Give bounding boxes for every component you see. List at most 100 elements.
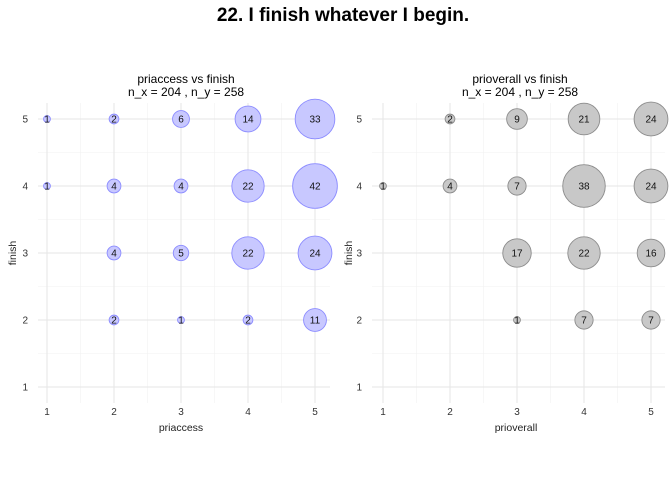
x-tick-label: 4: [581, 407, 587, 418]
bubble-label: 2: [447, 115, 453, 126]
y-tick-label: 4: [22, 182, 28, 193]
bubble-label: 24: [645, 182, 657, 193]
x-tick-label: 1: [380, 407, 386, 418]
x-tick-label: 3: [178, 407, 184, 418]
bubble: [43, 182, 51, 190]
bubble-label: 42: [309, 182, 321, 193]
panel-title: priaccess vs finish: [137, 72, 234, 86]
bubble: [636, 238, 666, 268]
bubble: [506, 108, 528, 130]
bubble: [641, 310, 661, 330]
bubble: [108, 314, 120, 326]
bubble-label: 1: [44, 115, 50, 126]
x-tick-label: 2: [447, 407, 453, 418]
y-axis-label: finish: [343, 241, 355, 266]
bubble: [502, 238, 532, 268]
x-axis-label: priaccess: [159, 422, 203, 434]
x-tick-label: 5: [648, 407, 654, 418]
bubble-label: 2: [111, 316, 117, 327]
bubble: [297, 235, 333, 271]
bubble-label: 33: [309, 115, 321, 126]
y-tick-label: 3: [22, 249, 28, 260]
bubbles: 1 2 6 14 331 4 4 22 424 5 22 242 1 2 11: [43, 98, 338, 332]
bubble-label: 21: [578, 115, 590, 126]
y-tick-label: 1: [22, 383, 28, 394]
y-tick-label: 2: [356, 316, 362, 327]
panel-subtitle: n_x = 204 , n_y = 258: [462, 85, 578, 99]
bubble-label: 17: [511, 249, 523, 260]
bubble-label: 9: [514, 115, 520, 126]
x-axis-label: prioverall: [495, 422, 538, 434]
x-tick-label: 5: [312, 407, 318, 418]
y-tick-label: 3: [356, 249, 362, 260]
bubble-label: 11: [310, 316, 321, 327]
bubble: [106, 178, 122, 194]
x-tick-label: 4: [245, 407, 251, 418]
bubble-label: 4: [178, 182, 184, 193]
figure-title: 22. I finish whatever I begin.: [217, 5, 469, 26]
bubble: [303, 308, 327, 332]
bubble: [231, 236, 265, 270]
y-tick-label: 5: [356, 115, 362, 126]
bubble: [177, 316, 185, 324]
bubble-label: 7: [648, 316, 654, 327]
bubble: [444, 113, 456, 125]
y-tick-label: 2: [22, 316, 28, 327]
bubble: [633, 168, 669, 204]
bubble-label: 1: [514, 316, 520, 327]
y-axis-label: finish: [7, 241, 19, 266]
bubble-label: 1: [44, 182, 50, 193]
x-tick-label: 2: [111, 407, 117, 418]
y-tick-label: 5: [22, 115, 28, 126]
bubble-label: 22: [578, 249, 590, 260]
bubble-label: 4: [111, 249, 117, 260]
bubble-label: 4: [111, 182, 117, 193]
bubble-label: 7: [581, 316, 587, 327]
bubble-label: 24: [645, 115, 657, 126]
bubble: [567, 236, 601, 270]
y-tick-label: 4: [356, 182, 362, 193]
bubble-label: 22: [242, 249, 254, 260]
bubble: [294, 98, 336, 140]
bubble: [108, 113, 120, 125]
y-tick-label: 1: [356, 383, 362, 394]
bubble-label: 1: [178, 316, 184, 327]
bubble: [562, 164, 606, 208]
panel-title: prioverall vs finish: [472, 72, 567, 86]
bubble-label: 4: [447, 182, 453, 193]
bubble: [172, 110, 190, 128]
bubble: [507, 176, 527, 196]
x-tick-label: 1: [44, 407, 50, 418]
panel-subtitle: n_x = 204 , n_y = 258: [128, 85, 244, 99]
bubble-label: 2: [245, 316, 251, 327]
bubble: [43, 115, 51, 123]
bubble-label: 1: [380, 182, 386, 193]
bubble: [172, 244, 190, 262]
bubble-label: 24: [309, 249, 321, 260]
bubble: [173, 178, 189, 194]
bubble-label: 38: [578, 182, 590, 193]
bubble: [231, 169, 265, 203]
bubble-label: 7: [514, 182, 520, 193]
bubble: [513, 316, 521, 324]
bubble: [442, 178, 458, 194]
bubble: [234, 105, 262, 133]
bubble: [106, 245, 122, 261]
bubble-label: 22: [242, 182, 254, 193]
bubble-label: 2: [111, 115, 117, 126]
bubble: [574, 310, 594, 330]
bubble-label: 5: [178, 249, 184, 260]
bubble: [292, 163, 338, 209]
bubble: [379, 182, 387, 190]
bubble: [242, 314, 254, 326]
x-tick-label: 3: [514, 407, 520, 418]
bubble-label: 16: [645, 249, 657, 260]
bubble-label: 6: [178, 115, 184, 126]
bubble-label: 14: [242, 115, 254, 126]
bubble: [567, 102, 601, 136]
bubble: [633, 101, 669, 137]
